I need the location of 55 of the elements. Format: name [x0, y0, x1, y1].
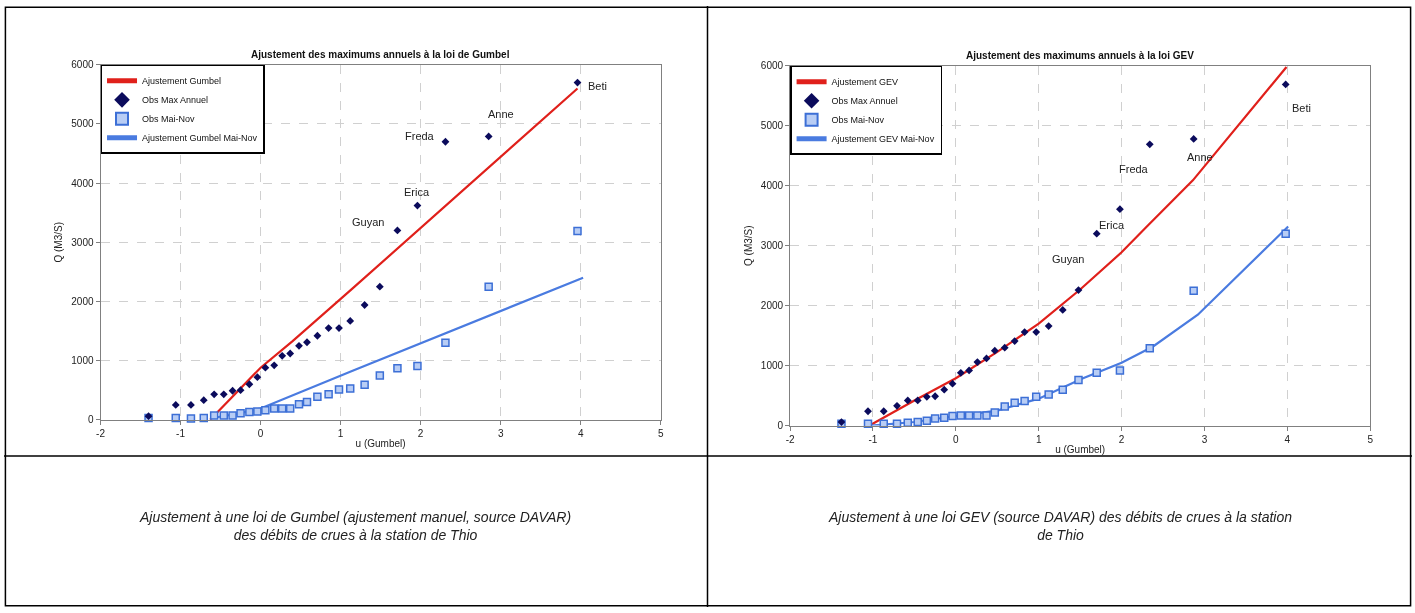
y-tick-label: 6000 [71, 59, 94, 71]
annotation: Guyan [352, 216, 385, 228]
x-tick-label: -2 [96, 427, 106, 439]
chart-title: Ajustement des maximums annuels à la loi GEV [966, 50, 1195, 61]
annotation: Freda [1119, 163, 1149, 175]
text: Ajustement à une loi de Gumbel (ajustement manuel, source DAVAR) des débits de crues à la station de Thio [139, 509, 572, 544]
y-tick-label: 2000 [71, 295, 94, 307]
annotation: Anne [1187, 151, 1213, 163]
annotation: Erica [1099, 219, 1125, 231]
annotation: Erica [404, 186, 430, 198]
x-tick-label: 4 [1284, 433, 1291, 445]
x-tick-label: 5 [1367, 433, 1374, 445]
y-tick-label: 4000 [760, 180, 784, 192]
x-tick-label: 1 [1035, 433, 1042, 445]
x-axis-title: u (Gumbel) [355, 438, 406, 450]
y-tick-label: 5000 [760, 120, 784, 132]
x-tick-label: 0 [953, 433, 960, 445]
chart-title: Ajustement des maximums annuels à la loi de Gumbel [251, 49, 510, 60]
legend-label: Ajustement GEV Mai-Nov [831, 134, 935, 145]
x-tick-label: 3 [497, 427, 504, 439]
x-tick-label: 3 [1201, 433, 1208, 445]
x-tick-label: 4 [577, 427, 584, 439]
y-tick-label: 3000 [760, 240, 784, 252]
x-axis-title: u (Gumbel) [1055, 444, 1106, 456]
y-axis-title: Q (M3/S) [53, 222, 65, 263]
annotation: Freda [405, 130, 435, 142]
y-tick-label: 3000 [71, 236, 94, 248]
legend-label: Ajustement Gumbel Mai-Nov [142, 133, 258, 144]
x-tick-label: 0 [257, 427, 264, 439]
annotation: Beti [588, 80, 607, 92]
x-tick-label: -1 [868, 433, 878, 445]
legend-label: Obs Max Annuel [831, 96, 898, 107]
legend-label: Obs Mai-Nov [142, 114, 196, 125]
y-tick-label: 1000 [71, 355, 94, 367]
y-tick-label: 5000 [71, 118, 94, 130]
annotation: Beti [1292, 102, 1311, 114]
legend-label: Obs Max Annuel [142, 95, 209, 106]
x-tick-label: 2 [1118, 433, 1125, 445]
x-tick-label: -1 [176, 427, 186, 439]
y-tick-label: 2000 [760, 300, 784, 312]
x-tick-label: 1 [337, 427, 344, 439]
y-tick-label: 1000 [760, 360, 784, 372]
legend-label: Obs Mai-Nov [831, 115, 885, 126]
annotation: Anne [488, 108, 514, 120]
y-axis-title: Q (M3/S) [742, 225, 754, 266]
legend-label: Ajustement Gumbel [142, 76, 222, 87]
x-tick-label: 5 [657, 427, 664, 439]
x-tick-label: 2 [417, 427, 424, 439]
y-tick-label: 0 [87, 414, 94, 426]
text: Ajustement à une loi GEV (source DAVAR) des débits de crues à la station de Thio [828, 509, 1293, 544]
y-tick-label: 4000 [71, 177, 94, 189]
legend-label: Ajustement GEV [831, 77, 899, 88]
x-tick-label: -2 [785, 433, 795, 445]
y-tick-label: 6000 [760, 60, 784, 72]
annotation: Guyan [1052, 253, 1085, 265]
